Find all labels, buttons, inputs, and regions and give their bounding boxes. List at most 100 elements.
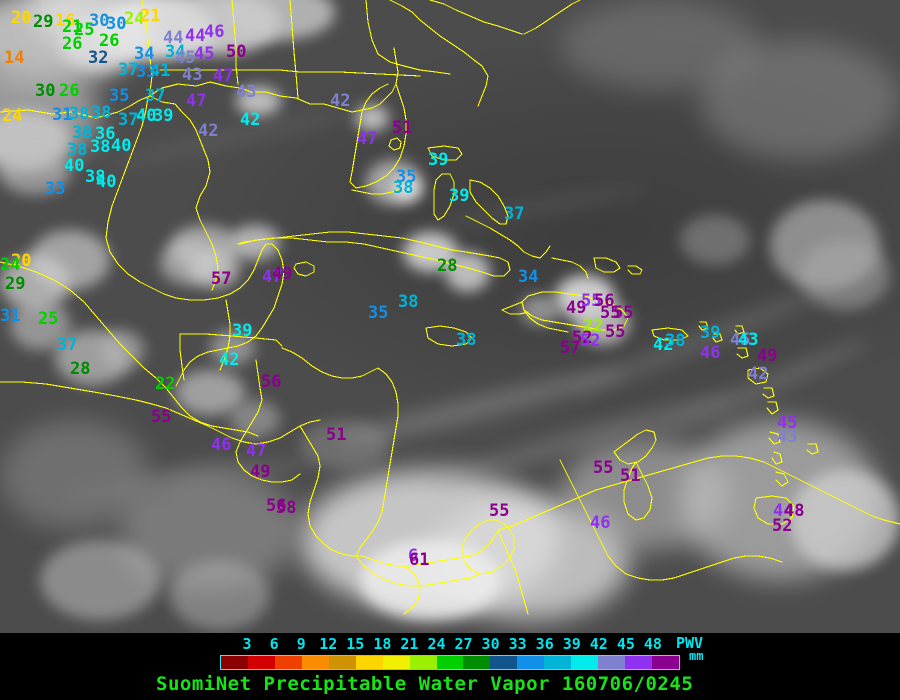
- colorbar-tick: 3: [242, 635, 252, 653]
- florida-keys: [351, 189, 399, 195]
- station-pwv-value: 40: [64, 156, 85, 176]
- station-pwv-value: 40: [111, 136, 132, 156]
- atlantic-coast-upper: [429, 0, 523, 35]
- station-pwv-value: 49: [757, 346, 778, 366]
- state-border-1: [141, 0, 153, 93]
- rio-grande-extension: [195, 207, 219, 291]
- station-pwv-value: 44: [185, 26, 206, 46]
- station-pwv-value: 55: [613, 303, 634, 323]
- ne-coast: [523, 0, 581, 35]
- antilles-4: [736, 347, 749, 359]
- station-pwv-value: 6: [408, 546, 419, 566]
- bahamas-inagua: [593, 257, 621, 273]
- station-pwv-value: 25: [38, 309, 59, 329]
- station-pwv-value: 38: [72, 123, 93, 143]
- station-pwv-value: 29: [5, 274, 26, 294]
- station-pwv-value: 34: [134, 44, 155, 64]
- station-pwv-value: 35: [396, 167, 417, 187]
- station-pwv-value: 33: [45, 179, 66, 199]
- station-pwv-value: 43: [182, 65, 203, 85]
- antilles-5: [747, 367, 769, 385]
- station-pwv-value: 52: [580, 331, 601, 351]
- colorbar-tick-labels: 3 6 9 12 15 18 21 24 27 30 33 36 39 42 45 48: [0, 635, 900, 653]
- station-pwv-value: 16: [55, 11, 76, 31]
- station-pwv-value: 42: [219, 350, 240, 370]
- station-pwv-value: 38: [398, 292, 419, 312]
- antilles-10: [775, 471, 789, 487]
- colorbar-swatch: [598, 656, 626, 669]
- station-pwv-value: 57: [211, 269, 232, 289]
- station-pwv-value: 24: [124, 9, 145, 29]
- bahamas-long-island: [523, 245, 551, 259]
- station-pwv-value: 45: [194, 44, 215, 64]
- station-pwv-value: 39: [232, 321, 253, 341]
- station-pwv-value: 55: [593, 458, 614, 478]
- colorbar-swatch: [517, 656, 545, 669]
- station-pwv-value: 49: [566, 298, 587, 318]
- station-pwv-value: 21: [140, 6, 161, 26]
- coastline-overlay: [0, 0, 900, 615]
- station-pwv-value: 52: [572, 328, 593, 348]
- station-pwv-value: 40: [96, 172, 117, 192]
- lake-maracaibo: [623, 461, 653, 521]
- station-pwv-value: 44: [163, 28, 184, 48]
- antilles-9: [771, 451, 783, 465]
- station-pwv-value: 48: [784, 501, 805, 521]
- station-pwv-value: 24: [2, 106, 23, 126]
- colorbar-tick: 42: [589, 635, 608, 653]
- legend-panel: 3 6 9 12 15 18 21 24 27 30 33 36 39 42 45 48 PWV mm Suo…: [0, 633, 900, 700]
- station-pwv-value: 46: [700, 343, 721, 363]
- station-pwv-value: 47: [262, 267, 283, 287]
- station-pwv-value: 21: [62, 17, 83, 37]
- product-title: SuomiNet Precipitable Water Vapor 160706…: [156, 673, 694, 695]
- florida-peninsula: [349, 83, 407, 189]
- station-pwv-value: 26: [99, 31, 120, 51]
- station-pwv-value: 35: [109, 86, 130, 106]
- bahamas-eleuthera: [469, 179, 509, 225]
- haiti-peninsula: [501, 301, 529, 315]
- station-pwv-value: 34: [165, 42, 186, 62]
- colorbar-swatch: [409, 656, 437, 669]
- station-pwv-value: 44: [773, 501, 794, 521]
- station-pwv-value: 28: [70, 359, 91, 379]
- station-pwv-value: 42: [240, 110, 261, 130]
- station-pwv-value: 22: [155, 374, 176, 394]
- station-pwv-value: 24: [0, 255, 21, 275]
- trinidad-outline: [753, 495, 795, 525]
- belize-honduras-coast: [281, 347, 379, 379]
- station-pwv-value: 31: [52, 105, 73, 125]
- antilles-6: [762, 387, 775, 399]
- antilles-3: [734, 325, 745, 335]
- station-pwv-value: 41: [150, 61, 171, 81]
- station-pwv-value: 56: [266, 496, 287, 516]
- station-pwv-value: 42: [330, 91, 351, 111]
- station-pwv-value: 52: [772, 516, 793, 536]
- station-pwv-value: 45: [175, 48, 196, 68]
- colorbar-tick: 9: [296, 635, 306, 653]
- station-pwv-value: 31: [0, 306, 21, 326]
- station-pwv-value: 46: [211, 435, 232, 455]
- colorbar-swatch: [247, 656, 275, 669]
- yucatan-border: [179, 333, 283, 347]
- station-pwv-value: 47: [213, 66, 234, 86]
- station-pwv-value: 55: [151, 407, 172, 427]
- haiti-south: [523, 309, 569, 333]
- station-pwv-value: 38: [91, 103, 112, 123]
- us-mexico-border: [0, 95, 211, 209]
- station-pwv-value: 29: [33, 12, 54, 32]
- station-pwv-value: 40: [136, 106, 157, 126]
- station-pwv-value: 47: [186, 91, 207, 111]
- station-pwv-value: 39: [700, 323, 721, 343]
- station-pwv-value: 38: [90, 137, 111, 157]
- station-pwv-value: 30: [35, 81, 56, 101]
- bahamas-exuma: [465, 215, 525, 253]
- station-pwv-value: 43: [738, 330, 759, 350]
- station-pwv-value: 14: [4, 48, 25, 68]
- station-pwv-value: 33: [136, 62, 157, 82]
- station-pwv-value: 58: [276, 498, 297, 518]
- colombia-border: [497, 529, 529, 615]
- station-pwv-value: 35: [368, 303, 389, 323]
- colorbar-tick: 12: [319, 635, 338, 653]
- hispaniola-outline: [521, 291, 629, 331]
- station-pwv-value: 46: [590, 513, 611, 533]
